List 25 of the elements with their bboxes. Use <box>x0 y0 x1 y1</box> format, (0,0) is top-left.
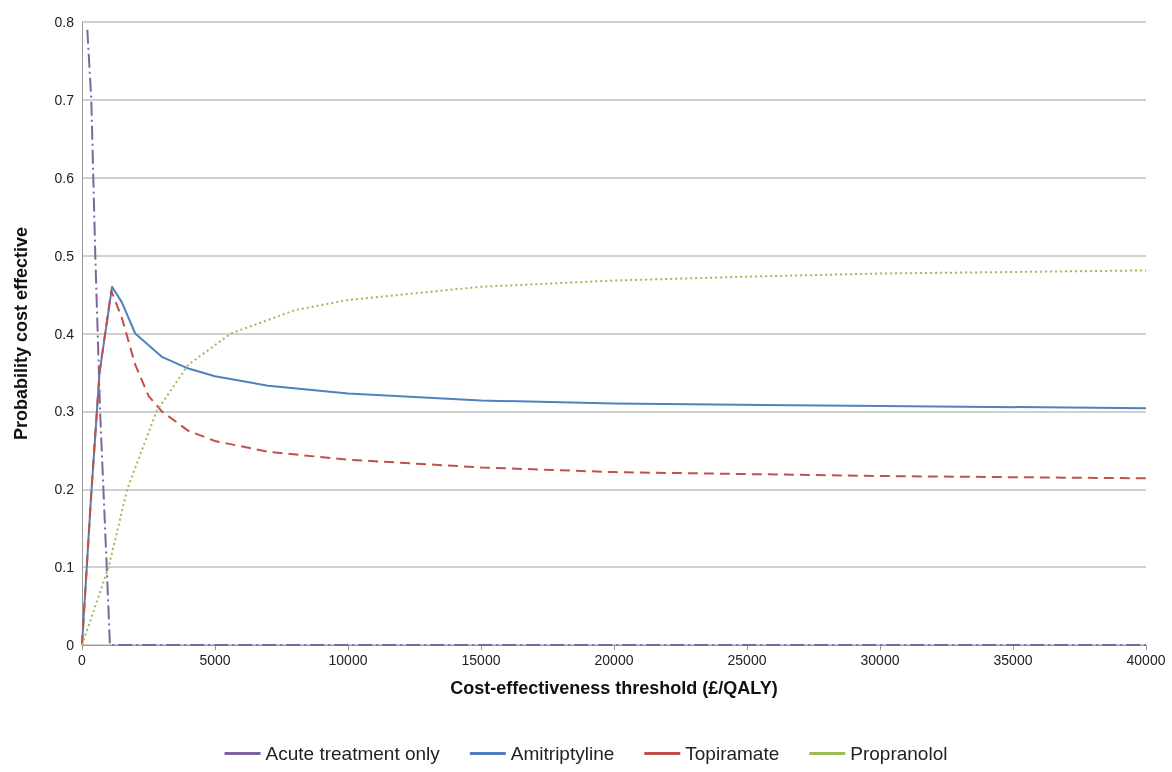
x-tick-label: 0 <box>78 652 87 668</box>
x-tick-label: 40000 <box>1126 652 1166 668</box>
y-tick-label: 0.5 <box>54 247 75 264</box>
x-tick-label: 30000 <box>860 652 900 668</box>
y-tick-label: 0.6 <box>54 169 75 186</box>
y-tick-label: 0 <box>66 637 75 653</box>
x-tick-label: 15000 <box>461 652 501 668</box>
legend-label: Topiramate <box>685 743 780 764</box>
legend-label: Propranolol <box>850 743 948 764</box>
legend-label: Amitriptyline <box>510 743 615 764</box>
y-axis-title: Probability cost effective <box>11 226 31 441</box>
x-tick-label: 25000 <box>727 652 767 668</box>
legend-label: Acute treatment only <box>265 743 441 764</box>
y-tick-label: 0.8 <box>54 14 75 30</box>
line-series <box>86 28 1147 646</box>
y-tick-label: 0.2 <box>54 481 75 498</box>
x-axis-title: Cost-effectiveness threshold (£/QALY) <box>450 678 778 698</box>
x-tick-label: 5000 <box>199 652 231 668</box>
y-tick-label: 0.7 <box>54 91 75 108</box>
y-tick-label: 0.3 <box>54 403 75 420</box>
x-tick-label: 10000 <box>328 652 368 668</box>
x-tick-label: 20000 <box>594 652 634 668</box>
y-tick-label: 0.1 <box>54 559 75 576</box>
x-tick-label: 35000 <box>993 652 1033 668</box>
y-tick-label: 0.4 <box>54 325 75 342</box>
